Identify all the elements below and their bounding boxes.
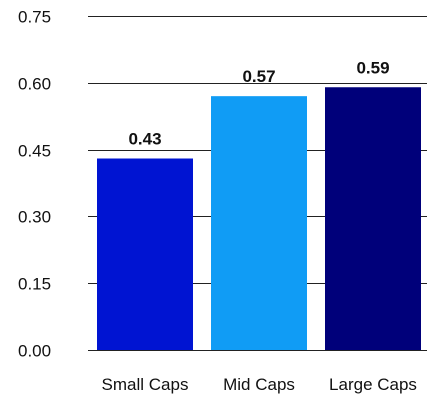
data-label: 0.43 (128, 130, 161, 149)
y-tick-label: 0.00 (18, 342, 51, 361)
bar-small-caps (97, 158, 193, 350)
y-tick-label: 0.75 (18, 8, 51, 27)
y-tick-label: 0.45 (18, 142, 51, 161)
y-tick-label: 0.30 (18, 208, 51, 227)
x-category-label: Mid Caps (223, 375, 295, 394)
bar-mid-caps (211, 96, 307, 350)
data-labels: 0.43 0.57 0.59 (128, 58, 389, 148)
x-category-label: Large Caps (329, 375, 417, 394)
data-label: 0.59 (356, 58, 389, 77)
y-axis-tick-labels: 0.00 0.15 0.30 0.45 0.60 0.75 (18, 8, 51, 361)
data-label: 0.57 (242, 67, 275, 86)
y-tick-label: 0.60 (18, 75, 51, 94)
bar-large-caps (325, 87, 421, 351)
y-tick-label: 0.15 (18, 275, 51, 294)
bars (97, 87, 421, 351)
x-category-label: Small Caps (102, 375, 189, 394)
x-axis-category-labels: Small Caps Mid Caps Large Caps (102, 375, 417, 394)
